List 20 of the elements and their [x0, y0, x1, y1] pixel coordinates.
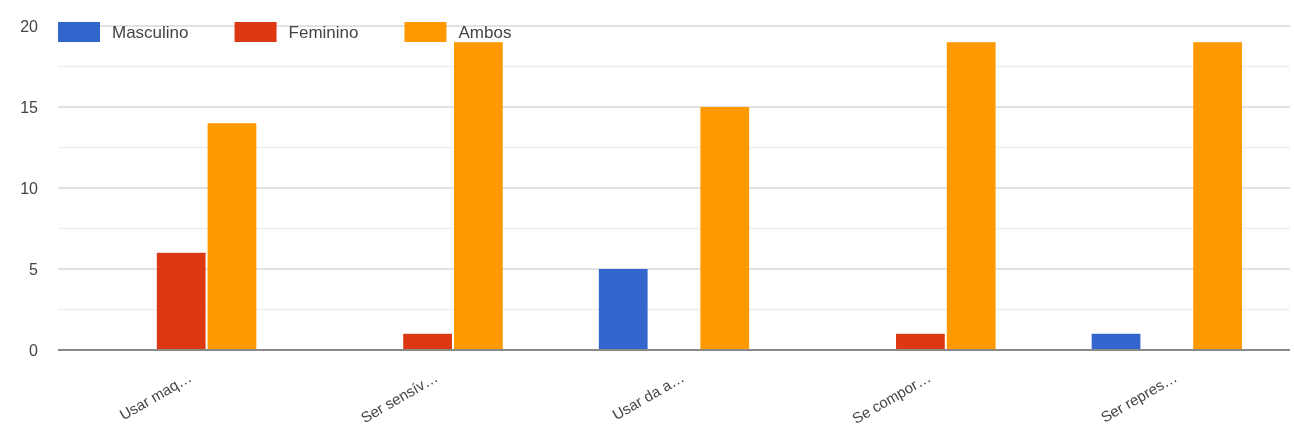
bar	[156, 252, 206, 350]
x-tick-label: Usar da a…	[609, 368, 687, 424]
legend-label: Masculino	[112, 23, 189, 42]
x-tick-label: Usar maq…	[116, 368, 195, 424]
bar	[1193, 42, 1242, 350]
y-tick-label: 10	[20, 179, 39, 197]
y-tick-label: 0	[29, 341, 39, 359]
bar	[598, 269, 648, 350]
y-tick-label: 5	[29, 260, 39, 278]
bar	[946, 42, 996, 350]
bar	[403, 333, 452, 350]
bar	[454, 42, 503, 350]
legend-label: Ambos	[458, 23, 512, 42]
bar	[207, 123, 257, 350]
legend-label: Feminino	[288, 23, 359, 42]
bar	[1091, 333, 1141, 350]
y-tick-label: 15	[20, 98, 39, 116]
bar	[896, 333, 945, 350]
y-tick-label: 20	[20, 17, 39, 35]
bar	[700, 107, 750, 350]
